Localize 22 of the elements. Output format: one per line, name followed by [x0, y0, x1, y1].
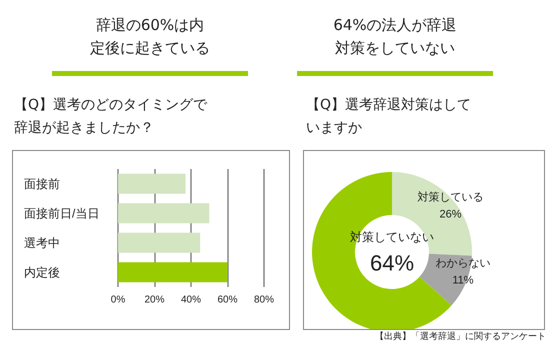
x-tick-label: 60% — [217, 294, 238, 306]
bar — [118, 262, 228, 282]
chart-title: 64%の法人が辞退対策をしていない — [332, 15, 458, 59]
y-tick-label: 選考中 — [24, 236, 60, 250]
slice-label: わからない — [435, 257, 490, 270]
x-tick-label: 40% — [180, 294, 202, 306]
y-tick-label: 内定後 — [24, 265, 60, 280]
x-tick-label: 0% — [110, 294, 126, 306]
chart-subtitle: 【Q】選考辞退対策はしていますか — [306, 96, 472, 138]
data-label: 26% — [439, 208, 462, 221]
data-label: 64% — [370, 250, 414, 276]
y-tick-label: 面接前 — [24, 176, 60, 191]
x-tick-label: 80% — [254, 294, 274, 306]
text: 【出典】「選考辞退」に関するアンケート — [375, 330, 546, 343]
chart-subtitle: 【Q】選考のどのタイミングで辞退が起きましたか？ — [14, 96, 208, 138]
bar — [118, 203, 210, 224]
slice-label: 対策している — [417, 190, 484, 204]
x-tick-label: 20% — [144, 294, 165, 306]
chart-title: 辞退の60%は内定後に起きている — [89, 15, 211, 59]
bar — [118, 232, 200, 253]
bar — [118, 174, 186, 194]
y-tick-label: 面接前日/当日 — [24, 206, 100, 220]
